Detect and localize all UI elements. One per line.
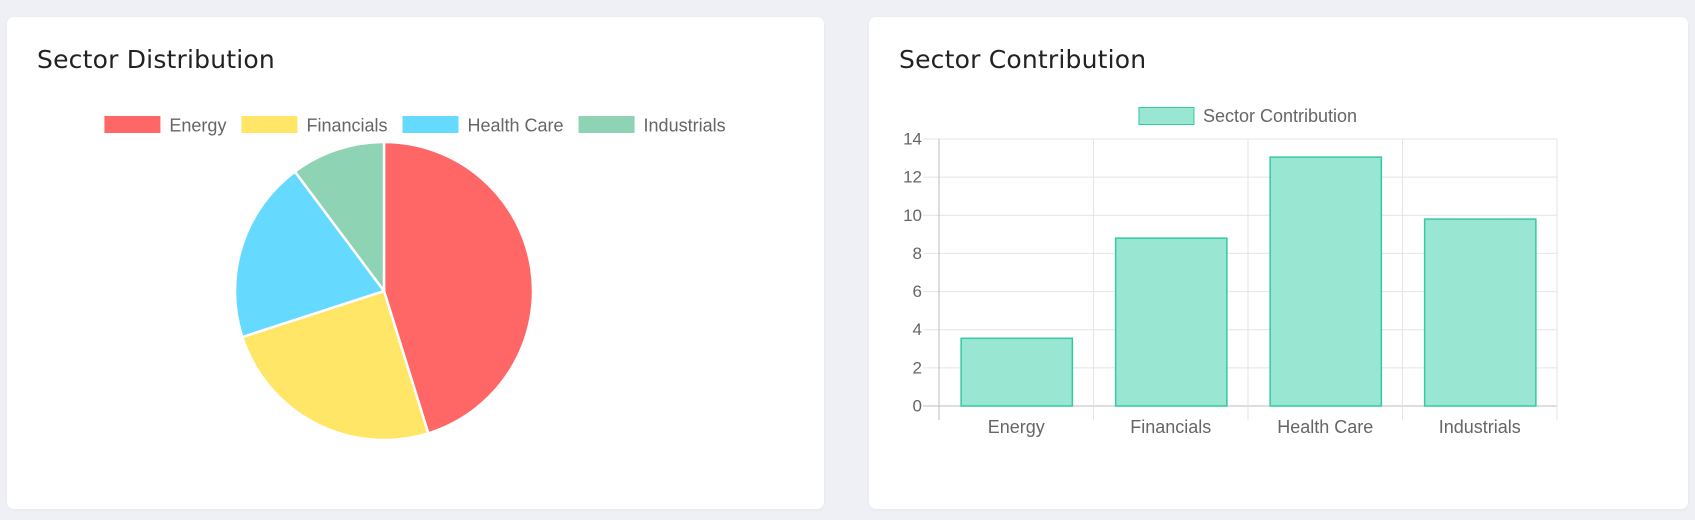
sector-contribution-bar-chart: Sector Contribution 0 2 4 6 8 10 12 14 Energy Fina… <box>903 106 1558 437</box>
pie-slice-energy[interactable] <box>382 140 535 435</box>
y-tick-label: 10 <box>903 206 922 225</box>
pie-legend-item-energy[interactable]: Energy <box>104 116 226 136</box>
y-tick-label: 2 <box>913 358 922 377</box>
y-tick-label: 6 <box>913 282 922 301</box>
pie-legend-swatch <box>402 116 459 133</box>
pie-legend-label: Energy <box>169 116 226 136</box>
pie-legend-item-health-care[interactable]: Health Care <box>402 116 564 136</box>
bar-energy[interactable] <box>960 337 1074 407</box>
x-tick-label-industrials: Industrials <box>1439 417 1521 437</box>
pie-slice-industrials[interactable] <box>293 140 386 293</box>
y-tick-label: 12 <box>903 168 922 187</box>
x-axis-ticks: Energy Financials Health Care Industrials <box>988 417 1521 437</box>
pie-slices <box>233 140 535 442</box>
pie-legend-swatch <box>578 116 635 133</box>
bar-legend-item[interactable]: Sector Contribution <box>1138 106 1357 126</box>
y-tick-label: 14 <box>903 130 922 149</box>
bar-legend-swatch <box>1138 107 1195 125</box>
pie-legend-item-industrials[interactable]: Industrials <box>578 116 726 136</box>
pie-legend: Energy Financials Health Care Industrials <box>104 116 726 136</box>
bars <box>960 156 1537 407</box>
x-tick-label-energy: Energy <box>988 417 1045 437</box>
bar-legend-label: Sector Contribution <box>1203 106 1357 126</box>
bar-health-care[interactable] <box>1269 156 1383 407</box>
sector-distribution-card: Sector Distribution Energy Financials Heal… <box>7 17 824 509</box>
pie-slice-financials[interactable] <box>241 289 430 442</box>
pie-legend-swatch <box>241 116 298 133</box>
pie-legend-label: Health Care <box>468 116 564 136</box>
sector-distribution-pie-chart: Energy Financials Health Care Industrials <box>104 116 726 442</box>
x-tick-label-financials: Financials <box>1130 417 1211 437</box>
pie-legend-label: Financials <box>306 116 387 136</box>
pie-slice-health-care[interactable] <box>233 170 386 339</box>
bar-financials[interactable] <box>1114 237 1228 407</box>
pie-legend-item-financials[interactable]: Financials <box>241 116 388 136</box>
bar-grid <box>923 138 1558 420</box>
bar-industrials[interactable] <box>1423 218 1537 407</box>
y-tick-label: 8 <box>913 244 922 263</box>
sector-distribution-title: Sector Distribution <box>37 45 275 74</box>
x-tick-label-health-care: Health Care <box>1277 417 1373 437</box>
y-tick-label: 0 <box>913 397 922 416</box>
pie-legend-swatch <box>104 116 161 133</box>
sector-contribution-card: Sector Contribution Sector Contribution 0… <box>869 17 1688 509</box>
sector-contribution-title: Sector Contribution <box>899 45 1147 74</box>
y-axis-ticks: 0 2 4 6 8 10 12 14 <box>903 130 922 416</box>
y-tick-label: 4 <box>913 320 922 339</box>
pie-legend-label: Industrials <box>644 116 726 136</box>
